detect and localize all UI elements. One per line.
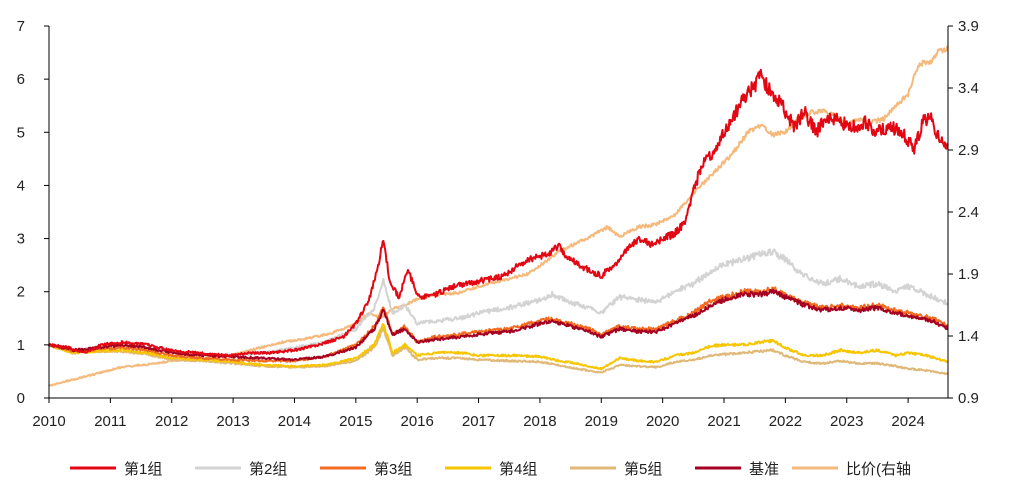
x-tick-label: 2023: [830, 413, 863, 430]
left-y-tick-label: 3: [17, 231, 25, 248]
series-line-1: [48, 68, 949, 358]
x-tick-label: 2020: [646, 413, 679, 430]
left-y-tick-label: 7: [17, 18, 25, 35]
right-y-tick-label: 0.9: [958, 390, 979, 407]
series-line-3: [48, 286, 949, 363]
left-y-tick-label: 4: [17, 177, 25, 194]
legend-label: 第4组: [499, 460, 537, 478]
axes: [48, 26, 949, 399]
right-y-tick-label: 3.9: [958, 18, 979, 35]
x-tick-label: 2024: [891, 413, 924, 430]
x-tick-label: 2010: [32, 413, 65, 430]
legend: 第1组 第2组 第3组 第4组 第5组 基准 比价(右轴: [70, 460, 911, 478]
x-tick-label: 2015: [339, 413, 372, 430]
x-tick-label: 2014: [278, 413, 311, 430]
series-line-4: [48, 323, 949, 371]
legend-label: 比价(右轴: [846, 461, 911, 478]
x-tick-label: 2012: [155, 413, 188, 430]
legend-label: 第1组: [124, 460, 162, 478]
left-y-tick-label: 0: [17, 390, 25, 407]
x-tick-label: 2022: [769, 413, 802, 430]
series-line-7: [48, 45, 949, 387]
x-tick-label: 2021: [707, 413, 740, 430]
left-y-tick-label: 5: [17, 124, 25, 141]
left-y-tick-label: 2: [17, 284, 25, 301]
series-lines: [48, 45, 949, 387]
x-tick-label: 2011: [94, 413, 126, 430]
x-tick-label: 2018: [523, 413, 556, 430]
legend-label: 第3组: [374, 460, 412, 478]
right-y-tick-label: 3.4: [958, 80, 979, 97]
left-y-tick-label: 1: [17, 337, 25, 354]
x-tick-label: 2017: [462, 413, 495, 430]
x-tick-label: 2019: [585, 413, 618, 430]
series-line-6: [48, 288, 949, 362]
right-y-tick-label: 1.4: [958, 328, 979, 345]
legend-label: 基准: [749, 461, 779, 478]
right-y-tick-label: 2.9: [958, 142, 979, 159]
legend-label: 第5组: [624, 460, 662, 478]
right-y-tick-label: 1.9: [958, 266, 979, 283]
x-tick-label: 2016: [401, 413, 434, 430]
x-tick-label: 2013: [216, 413, 249, 430]
right-y-tick-label: 2.4: [958, 204, 979, 221]
left-y-tick-label: 6: [17, 71, 25, 88]
series-line-5: [48, 326, 949, 376]
legend-label: 第2组: [249, 460, 287, 478]
tick-labels: 0 1 2 3 4 5 6 7 0.9 1.4 1.9 2.4 2.9 3.4 3.9 2010 2011 201…: [17, 18, 979, 430]
series-line-2: [48, 248, 949, 358]
